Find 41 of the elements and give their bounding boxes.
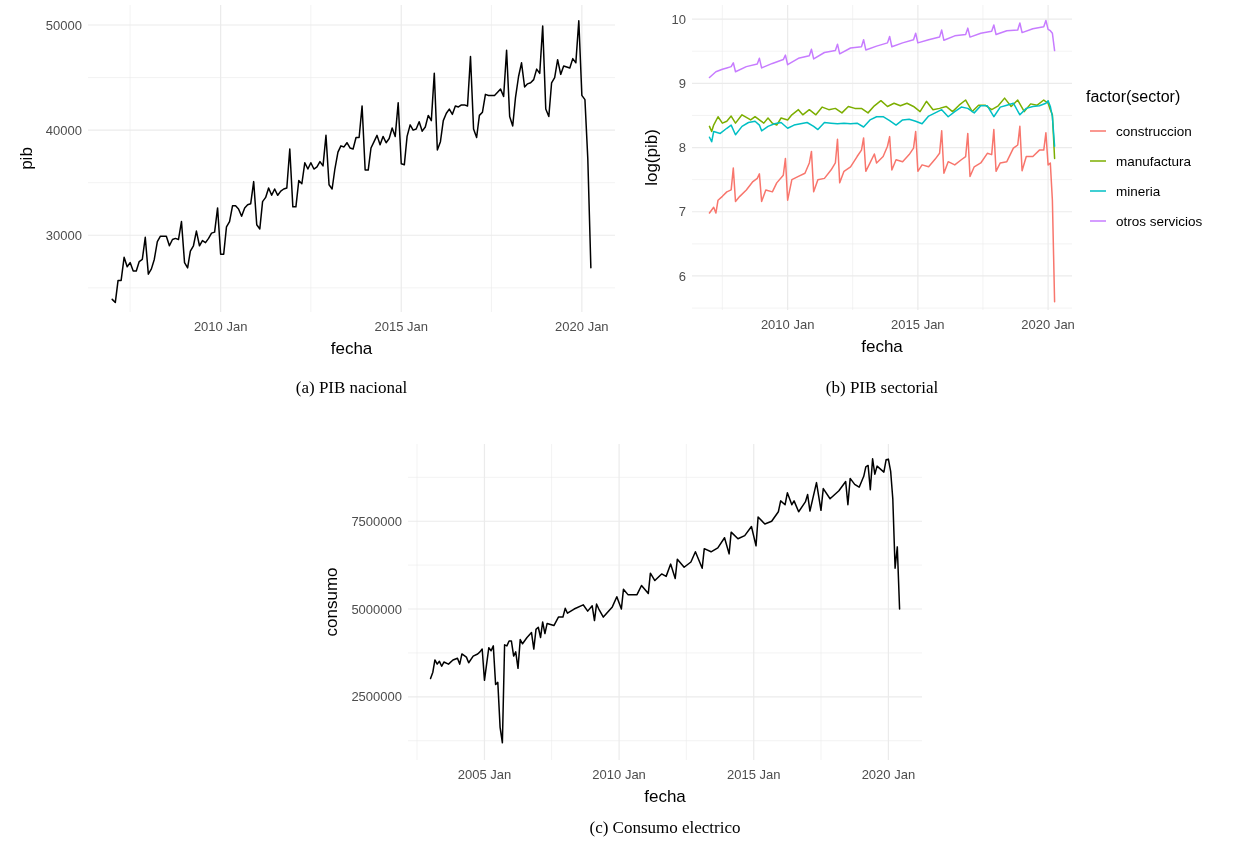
- x-tick-label: 2010 Jan: [193, 319, 248, 334]
- line-series: [429, 458, 901, 744]
- y-tick-label: 2500000: [351, 689, 402, 705]
- x-axis-title: fecha: [330, 339, 373, 358]
- legend-label: otros servicios: [1116, 213, 1203, 229]
- legend-label: construccion: [1116, 123, 1192, 139]
- x-tick-label: 2020 Jan: [861, 767, 916, 782]
- text: (c) Consumo electrico: [589, 818, 741, 837]
- y-tick-label: 50000: [45, 17, 82, 33]
- y-tick-label: 6: [678, 268, 686, 284]
- y-tick-label: 9: [678, 75, 686, 91]
- line-series: [708, 19, 1056, 79]
- x-tick-label: 2020 Jan: [555, 319, 609, 334]
- x-axis-title: fecha: [861, 337, 904, 356]
- x-axis-title: fecha: [644, 787, 687, 806]
- y-axis-title: consumo: [321, 567, 341, 637]
- y-tick-label: 7500000: [351, 513, 402, 529]
- text: (a) PIB nacional: [295, 378, 408, 397]
- y-tick-label: 5000000: [351, 601, 402, 617]
- line-series: [708, 99, 1056, 148]
- line-series: [708, 97, 1056, 160]
- line-series: [708, 125, 1056, 303]
- legend-label: mineria: [1116, 183, 1161, 199]
- y-tick-label: 8: [678, 140, 686, 156]
- y-tick-label: 7: [678, 204, 686, 220]
- legend-label: manufactura: [1116, 153, 1192, 169]
- y-tick-label: 30000: [45, 227, 82, 243]
- x-tick-label: 2005 Jan: [457, 767, 512, 782]
- x-tick-label: 2015 Jan: [891, 317, 945, 332]
- x-tick-label: 2015 Jan: [726, 767, 781, 782]
- line-series: [111, 20, 592, 304]
- y-axis-title: pib: [16, 147, 36, 170]
- x-tick-label: 2020 Jan: [1021, 317, 1075, 332]
- legend-title: factor(sector): [1086, 88, 1181, 105]
- y-tick-label: 40000: [45, 122, 82, 138]
- x-tick-label: 2015 Jan: [374, 319, 428, 334]
- text: (b) PIB sectorial: [825, 378, 939, 397]
- y-axis-title: log(pib): [642, 129, 662, 186]
- x-tick-label: 2010 Jan: [760, 317, 815, 332]
- x-tick-label: 2010 Jan: [592, 767, 646, 782]
- y-tick-label: 10: [671, 11, 686, 27]
